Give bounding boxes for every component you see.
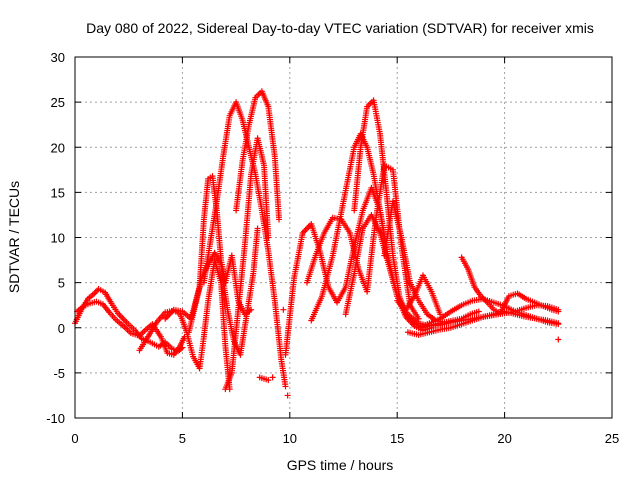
x-tick-labels: 0 5 10 15 20 25 [71,431,619,446]
data-point [265,377,272,384]
x-axis-label: GPS time / hours [287,457,394,473]
axis-ticks [74,56,613,419]
data-point [265,234,272,241]
series-track-4 [162,173,255,322]
y-tick-label: 25 [51,95,65,110]
data-point [276,216,283,223]
y-tick-label: 20 [51,140,65,155]
x-tick-label: 5 [179,431,186,446]
x-tick-label: 10 [283,431,297,446]
data-point [555,336,562,343]
series-track-19 [256,336,562,384]
x-tick-label: 15 [390,431,404,446]
y-tick-label: 10 [51,231,65,246]
data-points [72,88,562,399]
series-track-18 [458,254,562,317]
series-track-1 [72,285,186,355]
y-tick-label: 0 [58,321,65,336]
series-track-5 [185,225,261,358]
grid [75,57,612,418]
series-track-8 [222,135,276,393]
series-track-2 [74,298,188,358]
data-point [555,308,562,315]
x-tick-label: 20 [497,431,511,446]
data-point [282,383,289,390]
series-track-17 [415,295,562,331]
x-tick-label: 0 [71,431,78,446]
series-track-13 [351,97,444,331]
y-tick-label: 30 [51,50,65,65]
y-tick-label: -10 [46,411,65,426]
y-tick-label: 5 [58,276,65,291]
data-point [555,321,562,328]
y-tick-label: 15 [51,185,65,200]
series-track-6 [200,99,289,390]
data-point [280,306,287,313]
data-point [475,308,482,315]
y-tick-labels: -10 -5 0 5 10 15 20 25 30 [46,50,65,426]
y-axis-label: SDTVAR / TECUs [6,181,22,293]
series-track-7 [233,88,291,399]
data-point [284,392,291,399]
chart-title: Day 080 of 2022, Sidereal Day-to-day VTE… [86,20,594,36]
data-point [254,225,261,232]
y-tick-label: -5 [53,366,65,381]
data-point [269,374,276,381]
x-tick-label: 25 [605,431,619,446]
